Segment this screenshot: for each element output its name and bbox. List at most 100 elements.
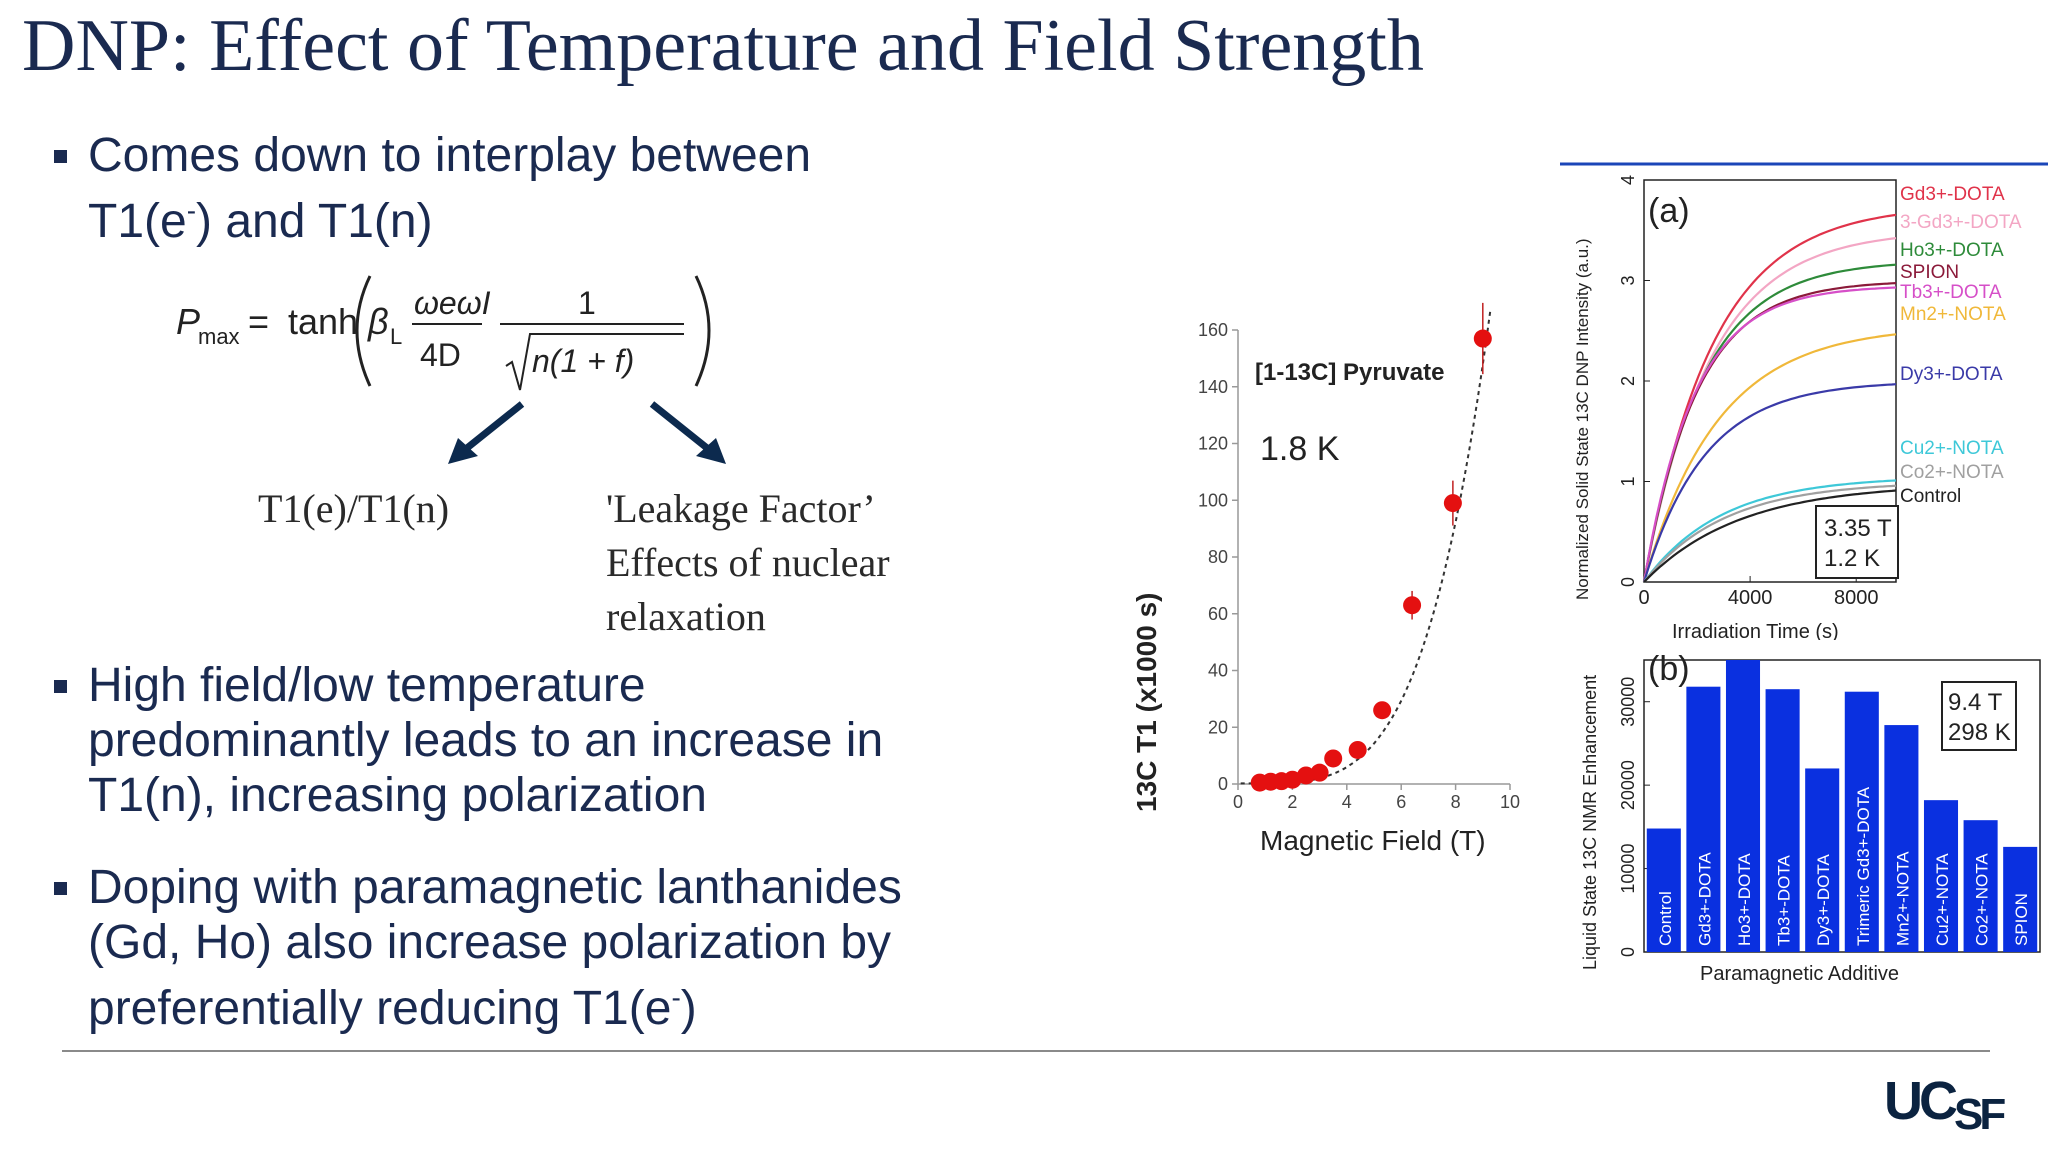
bar-label: Tb3+-DOTA — [1775, 854, 1794, 946]
data-point — [1348, 740, 1367, 759]
bar — [1686, 686, 1721, 952]
equation-tanh: tanh — [288, 301, 358, 342]
x-tick-label: 0 — [1233, 792, 1243, 812]
enhancement-bar-chart: 0 10000 20000 30000 Control Gd3+-DOTA Ho3+-DO… — [1580, 650, 2041, 985]
data-point — [1297, 766, 1315, 785]
annotation-t1-ratio: T1(e)/T1(n) — [258, 486, 450, 531]
bullet-3-line-1: Doping with paramagnetic lanthanides — [88, 861, 902, 914]
series-label: Dy3+-DOTA — [1900, 364, 2003, 385]
series-line — [1642, 286, 1897, 583]
bar-label: SPION — [2012, 893, 2031, 946]
series-label: Cu2+-NOTA — [1900, 438, 2004, 459]
y-tick-label-a: 1 — [1618, 476, 1638, 486]
series-label: Ho3+-DOTA — [1900, 240, 2004, 261]
annotation-leakage-line-1: 'Leakage Factor’ — [606, 486, 876, 531]
condition-field-a: 3.35 T — [1824, 515, 1892, 542]
data-point — [1473, 329, 1492, 348]
data-point — [1324, 749, 1343, 768]
panel-b-label: (b) — [1648, 650, 1690, 688]
data-point — [1283, 770, 1302, 789]
equation-left-paren — [355, 275, 372, 387]
bullet-marker — [54, 882, 67, 895]
data-point — [1373, 701, 1392, 720]
bar — [2003, 846, 2038, 952]
y-tick-label-b: 20000 — [1618, 760, 1638, 810]
y-tick-label: 160 — [1198, 320, 1228, 340]
series-line — [1643, 479, 1897, 583]
y-axis-label: 13C T1 (x1000 s) — [1131, 593, 1162, 812]
conditions-box-a — [1815, 505, 1899, 579]
y-tick-label: 80 — [1208, 547, 1228, 567]
x-axis-label-a: Irradiation Time (s) — [1672, 621, 1839, 640]
conditions-box-b — [1941, 681, 2017, 751]
bullet-2-line-3: T1(n), increasing polarization — [88, 769, 707, 822]
y-tick-label-b: 0 — [1618, 947, 1638, 957]
data-point — [1443, 494, 1462, 513]
series-line — [1643, 489, 1897, 583]
arrows — [448, 401, 726, 464]
series-label: 3-Gd3+-DOTA — [1900, 212, 2022, 233]
equation-beta: β — [367, 301, 389, 342]
bar-label: Dy3+-DOTA — [1814, 854, 1833, 946]
equation-lhs: P — [176, 301, 200, 342]
equation-omega-numerator: ωeωI — [414, 285, 491, 321]
x-tick-label: 6 — [1396, 792, 1406, 812]
bullet-1-line-2: T1(e-) and T1(n) — [88, 195, 433, 248]
y-tick-label: 140 — [1198, 377, 1228, 397]
equation-one: 1 — [578, 285, 596, 321]
bar — [1805, 768, 1840, 952]
series-line — [1642, 213, 1897, 583]
equation-equals: = — [248, 301, 269, 342]
bar — [1646, 828, 1681, 952]
bar-label: Control — [1656, 891, 1675, 946]
t1-vs-field-chart: 0 20 40 60 80 100 120 140 160 0 2 4 6 8 10 [1-13C] Pyr… — [1131, 302, 1520, 856]
condition-temp-b: 298 K — [1948, 719, 2011, 746]
annotation-leakage-line-2: Effects of nuclear — [606, 540, 890, 585]
y-tick-label-a: 0 — [1618, 577, 1638, 587]
bullet-3-line-3: preferentially reducing T1(e-) — [88, 982, 697, 1035]
bar-label: Trimeric Gd3+-DOTA — [1854, 786, 1873, 946]
bar — [1844, 691, 1879, 952]
equation-4d: 4D — [420, 337, 461, 373]
inset-label: [1-13C] Pyruvate — [1255, 359, 1444, 386]
y-tick-label-b: 10000 — [1618, 844, 1638, 894]
dnp-buildup-chart: 0 1 2 3 4 0 4000 8000 Gd3+-DOTA 3-Gd3+-DOTA Ho3+-… — [1560, 162, 2048, 640]
bar-label: Gd3+-DOTA — [1695, 852, 1714, 946]
x-tick-label: 2 — [1287, 792, 1297, 812]
y-tick-label-a: 4 — [1618, 175, 1638, 185]
series-label: Co2+-NOTA — [1900, 462, 2004, 483]
condition-field-b: 9.4 T — [1948, 689, 2003, 716]
y-tick-label: 0 — [1218, 774, 1228, 794]
bullet-1-line-1: Comes down to interplay between — [88, 129, 812, 182]
bullet-marker — [54, 680, 67, 693]
series-label: Control — [1900, 486, 1961, 507]
x-tick-label: 8 — [1451, 792, 1461, 812]
bar-label: Cu2+-NOTA — [1933, 853, 1952, 946]
x-axis-label-b: Paramagnetic Additive — [1700, 963, 1899, 985]
equation-lhs-sub: max — [198, 324, 240, 349]
sqrt-icon — [505, 333, 684, 391]
bullet-marker — [54, 150, 67, 163]
series-label: Mn2+-NOTA — [1900, 304, 2006, 325]
annotation-leakage-line-3: relaxation — [606, 594, 766, 639]
bar — [1923, 800, 1959, 952]
y-tick-label: 60 — [1208, 604, 1228, 624]
y-tick-label-a: 3 — [1618, 275, 1638, 285]
y-tick-label: 40 — [1208, 661, 1228, 681]
x-tick-label: 10 — [1500, 792, 1520, 812]
bar-label: Mn2+-NOTA — [1893, 851, 1912, 946]
left-arrow-shaft — [459, 401, 525, 455]
bar — [1963, 820, 1998, 952]
bar — [1725, 660, 1761, 952]
bullet-2-line-2: predominantly leads to an increase in — [88, 714, 884, 767]
data-point — [1403, 596, 1422, 615]
x-tick-label-a: 0 — [1638, 587, 1649, 609]
pmax-equation: P max = tanh β L ωeωI 4D 1 n(1 + f) — [176, 275, 711, 391]
y-tick-label-b: 30000 — [1618, 677, 1638, 727]
series-line — [1643, 484, 1897, 583]
bar — [1765, 689, 1800, 952]
y-tick-label: 100 — [1198, 490, 1228, 510]
x-tick-label-a: 8000 — [1834, 587, 1879, 609]
y-tick-label: 20 — [1208, 717, 1228, 737]
bar — [1884, 725, 1919, 952]
